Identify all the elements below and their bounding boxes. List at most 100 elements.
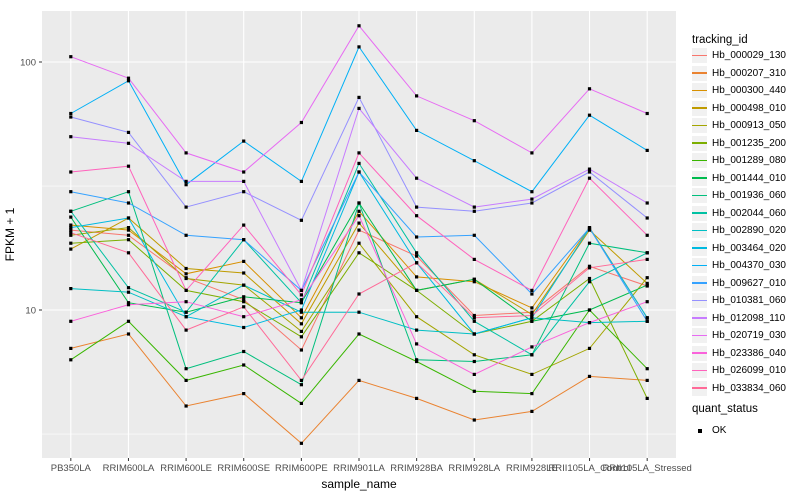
data-point: [587, 228, 592, 232]
data-point: [126, 201, 131, 205]
data-point: [472, 389, 476, 393]
data-point: [357, 24, 361, 28]
data-point: [126, 286, 131, 290]
data-point: [472, 372, 476, 376]
data-point: [299, 301, 303, 305]
data-point: [242, 305, 246, 309]
data-point: [645, 257, 649, 261]
data-point: [530, 201, 534, 205]
data-point: [645, 396, 649, 400]
data-point: [530, 190, 534, 194]
data-point: [530, 197, 534, 201]
data-point: [242, 295, 246, 299]
data-point: [472, 205, 476, 209]
data-point: [587, 346, 592, 350]
data-point: [242, 139, 246, 143]
x-tick-label: RRII105LA_Stressed: [603, 463, 692, 474]
x-tick-label: RRIM600PE: [275, 463, 328, 474]
data-point: [357, 251, 361, 255]
data-point: [472, 277, 476, 281]
data-point: [472, 316, 476, 320]
data-point: [126, 233, 131, 237]
data-point: [126, 228, 131, 232]
x-axis-title: sample_name: [321, 477, 397, 491]
data-point: [184, 300, 188, 304]
data-point: [415, 342, 419, 346]
data-point: [299, 316, 303, 320]
y-axis-title: FPKM + 1: [3, 207, 17, 261]
data-point: [530, 151, 534, 155]
data-point: [472, 209, 476, 213]
data-point: [415, 205, 419, 209]
data-point: [184, 272, 188, 276]
data-point: [357, 241, 361, 245]
data-point: [184, 315, 188, 319]
data-point: [242, 349, 246, 354]
data-point: [242, 271, 246, 275]
data-point: [242, 238, 246, 242]
data-point: [69, 223, 73, 227]
data-point: [357, 378, 361, 382]
data-point: [184, 378, 188, 382]
x-axis: PB350LA RRIM600LA RRIM600LE RRIM600SE RRIM60…: [51, 458, 692, 474]
data-point: [415, 288, 419, 292]
data-point: [69, 241, 73, 245]
y-tick-label: 10: [25, 306, 36, 317]
data-point: [126, 251, 131, 255]
data-point: [69, 319, 73, 323]
data-point: [530, 292, 534, 296]
data-point: [184, 179, 188, 183]
data-point: [242, 190, 246, 194]
data-point: [645, 319, 649, 323]
data-point: [472, 257, 476, 261]
data-point: [472, 280, 476, 284]
data-point: [357, 310, 361, 314]
data-point: [357, 221, 361, 225]
data-point: [126, 164, 131, 168]
data-point: [357, 201, 361, 205]
data-point: [69, 170, 73, 174]
data-point: [184, 328, 188, 332]
y-axis: 100 10: [20, 58, 42, 317]
data-point: [472, 418, 476, 422]
x-tick-label: RRIM600LE: [160, 463, 212, 474]
data-point: [126, 190, 131, 194]
data-point: [184, 276, 188, 281]
data-point: [242, 223, 246, 227]
data-point: [299, 120, 303, 125]
data-point: [69, 226, 73, 230]
data-point: [530, 313, 534, 318]
data-point: [126, 303, 131, 307]
data-point: [69, 358, 73, 362]
data-point: [69, 287, 73, 291]
x-tick-label: PB350LA: [51, 463, 92, 474]
x-tick-label: RRIM600SE: [217, 463, 270, 474]
data-point: [69, 135, 73, 139]
data-point: [184, 367, 188, 371]
data-point: [415, 254, 419, 258]
data-point: [69, 247, 73, 251]
data-point: [357, 151, 361, 155]
data-point: [415, 176, 419, 180]
data-point: [126, 238, 131, 242]
data-point: [299, 378, 303, 382]
y-tick-label: 100: [20, 58, 36, 69]
data-point: [357, 214, 361, 218]
data-point: [645, 283, 649, 287]
data-point: [184, 233, 188, 237]
data-point: [184, 151, 188, 155]
data-point: [184, 288, 188, 292]
x-tick-label: RRII105LA_Control: [548, 463, 630, 474]
data-point: [184, 266, 188, 271]
data-point: [530, 392, 534, 396]
data-point: [472, 332, 476, 336]
data-point: [242, 259, 246, 263]
data-point: [69, 233, 73, 237]
data-point: [357, 209, 361, 213]
data-point: [299, 383, 303, 387]
data-point: [126, 226, 131, 230]
data-point: [645, 281, 649, 285]
data-point: [69, 115, 73, 119]
x-tick-label: RRIM600LA: [103, 463, 155, 474]
